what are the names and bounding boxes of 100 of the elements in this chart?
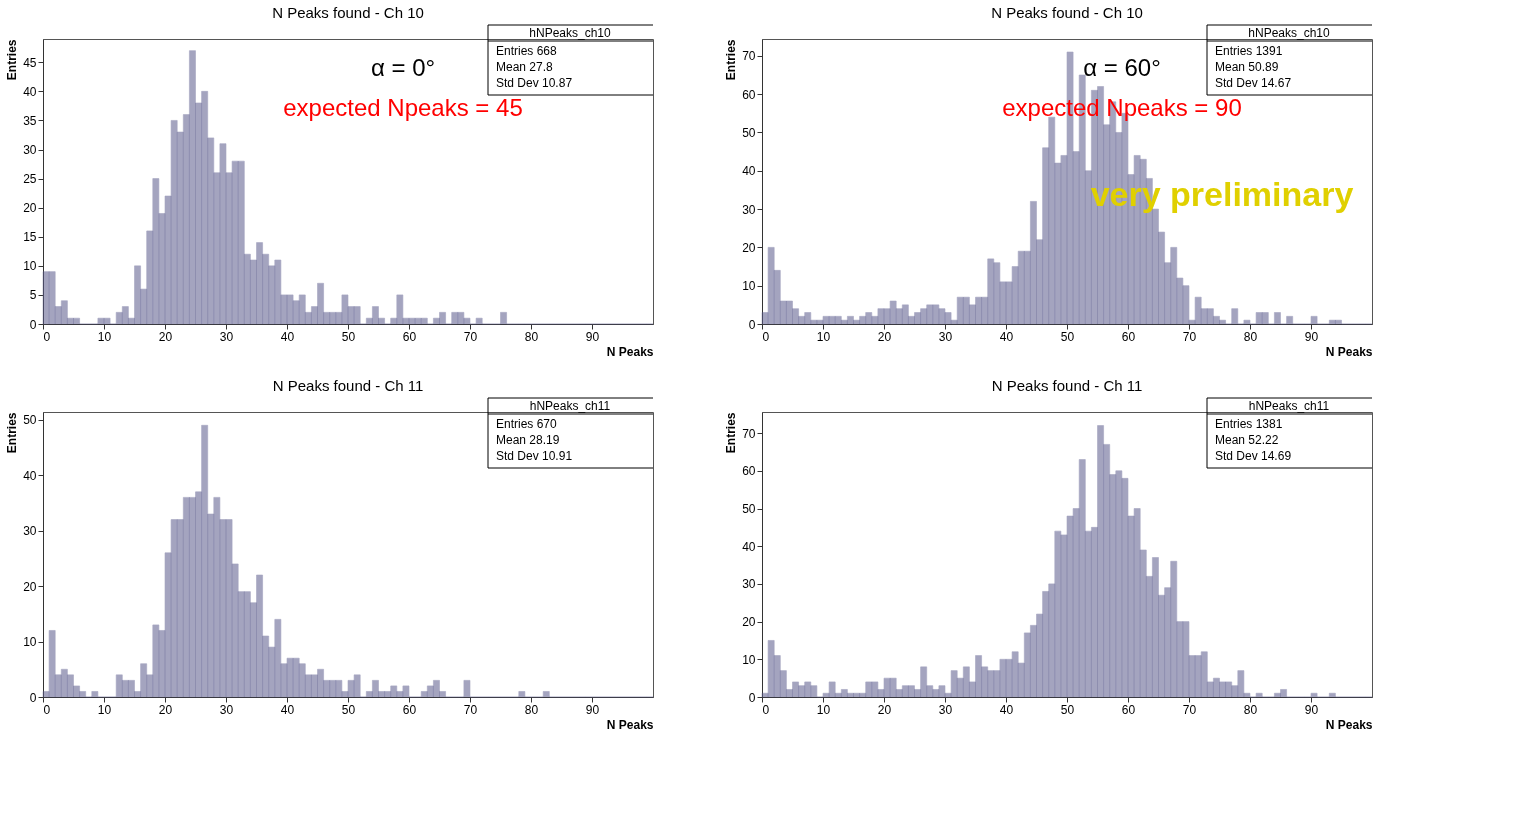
x-tick-label: 60	[402, 329, 417, 344]
y-tick-label: 70	[742, 49, 756, 64]
y-tick-label: 10	[742, 279, 756, 294]
y-tick-label: 15	[23, 230, 37, 245]
annotation: Mean 52.22	[1215, 433, 1279, 447]
y-tick-label: 30	[23, 143, 37, 158]
x-tick-label: 70	[1182, 702, 1197, 717]
y-tick-label: 70	[742, 426, 756, 441]
y-tick-label: 60	[742, 87, 756, 102]
annotation: Std Dev 10.87	[496, 76, 573, 90]
x-axis-title: N Peaks	[606, 344, 654, 359]
annotation: Entries 1381	[1215, 417, 1283, 431]
y-tick-label: 40	[742, 164, 756, 179]
chart-title: N Peaks found - Ch 11	[272, 376, 424, 394]
x-tick-label: 20	[877, 329, 892, 344]
x-tick-label: 90	[1304, 702, 1319, 717]
x-tick-label: 20	[158, 329, 173, 344]
x-tick-label: 70	[463, 702, 478, 717]
annotation: very preliminary	[1090, 174, 1354, 213]
x-tick-label: 40	[999, 329, 1014, 344]
chart-title: N Peaks found - Ch 10	[991, 3, 1143, 21]
x-tick-label: 30	[938, 329, 953, 344]
annotation: hNPeaks_ch11	[529, 399, 611, 413]
annotation: expected Npeaks = 90	[1002, 94, 1242, 121]
y-tick-label: 0	[748, 317, 756, 332]
x-tick-label: 70	[463, 329, 478, 344]
x-tick-label: 90	[585, 329, 600, 344]
x-tick-label: 0	[43, 329, 51, 344]
x-tick-label: 40	[280, 329, 295, 344]
annotation: Entries 668	[496, 44, 558, 58]
annotation: hNPeaks_ch10	[1248, 26, 1331, 40]
annotation: α = 0°	[370, 54, 436, 81]
chart-title: N Peaks found - Ch 10	[272, 3, 424, 21]
x-tick-label: 0	[43, 702, 51, 717]
x-tick-label: 60	[1121, 702, 1136, 717]
x-tick-label: 10	[97, 702, 112, 717]
y-tick-label: 40	[23, 84, 37, 99]
x-tick-label: 70	[1182, 329, 1197, 344]
x-axis-title: N Peaks	[1325, 344, 1373, 359]
annotation: Entries 1391	[1215, 44, 1283, 58]
x-tick-label: 20	[877, 702, 892, 717]
y-tick-label: 50	[742, 125, 756, 140]
annotation: Mean 28.19	[496, 433, 560, 447]
annotation: Mean 50.89	[1215, 60, 1279, 74]
y-tick-label: 30	[742, 577, 756, 592]
annotation: Std Dev 10.91	[496, 449, 573, 463]
x-tick-label: 90	[585, 702, 600, 717]
x-axis-title: N Peaks	[1325, 717, 1373, 732]
x-tick-label: 20	[158, 702, 173, 717]
y-tick-label: 35	[23, 113, 37, 128]
annotation: hNPeaks_ch11	[1248, 399, 1330, 413]
x-tick-label: 50	[341, 702, 356, 717]
x-tick-label: 40	[999, 702, 1014, 717]
y-tick-label: 30	[23, 524, 37, 539]
x-tick-label: 0	[762, 329, 770, 344]
y-tick-label: 40	[742, 539, 756, 554]
y-tick-label: 0	[748, 690, 756, 705]
y-tick-label: 50	[23, 413, 37, 428]
x-tick-label: 80	[524, 702, 539, 717]
x-tick-label: 10	[816, 329, 831, 344]
x-tick-label: 80	[1243, 702, 1258, 717]
x-tick-label: 50	[341, 329, 356, 344]
y-axis-title: Entries	[5, 39, 20, 81]
x-tick-label: 90	[1304, 329, 1319, 344]
x-tick-label: 30	[219, 329, 234, 344]
x-tick-label: 50	[1060, 329, 1075, 344]
annotation: α = 60°	[1083, 54, 1161, 81]
x-tick-label: 30	[938, 702, 953, 717]
y-tick-label: 20	[742, 615, 756, 630]
x-tick-label: 60	[402, 702, 417, 717]
annotation: expected Npeaks = 45	[283, 94, 523, 121]
y-tick-label: 60	[742, 464, 756, 479]
annotation: hNPeaks_ch10	[529, 26, 612, 40]
annotation: Std Dev 14.67	[1215, 76, 1292, 90]
x-tick-label: 80	[1243, 329, 1258, 344]
y-tick-label: 40	[23, 468, 37, 483]
chart-title: N Peaks found - Ch 11	[991, 376, 1143, 394]
y-axis-title: Entries	[5, 412, 20, 454]
y-tick-label: 30	[742, 202, 756, 217]
annotation: Std Dev 14.69	[1215, 449, 1292, 463]
y-tick-label: 50	[742, 502, 756, 517]
y-tick-label: 45	[23, 55, 37, 70]
y-axis-title: Entries	[724, 412, 739, 454]
x-tick-label: 50	[1060, 702, 1075, 717]
x-tick-label: 10	[97, 329, 112, 344]
x-tick-label: 30	[219, 702, 234, 717]
y-tick-label: 10	[742, 652, 756, 667]
y-tick-label: 20	[742, 240, 756, 255]
x-tick-label: 60	[1121, 329, 1136, 344]
annotation: Entries 670	[496, 417, 558, 431]
x-tick-label: 10	[816, 702, 831, 717]
annotation: Mean 27.8	[496, 60, 554, 74]
x-tick-label: 0	[762, 702, 770, 717]
y-tick-label: 20	[23, 579, 37, 594]
y-tick-label: 10	[23, 635, 37, 650]
y-tick-label: 25	[23, 172, 37, 187]
y-axis-title: Entries	[724, 39, 739, 81]
y-tick-label: 10	[23, 259, 37, 274]
y-tick-label: 20	[23, 201, 37, 216]
x-tick-label: 40	[280, 702, 295, 717]
